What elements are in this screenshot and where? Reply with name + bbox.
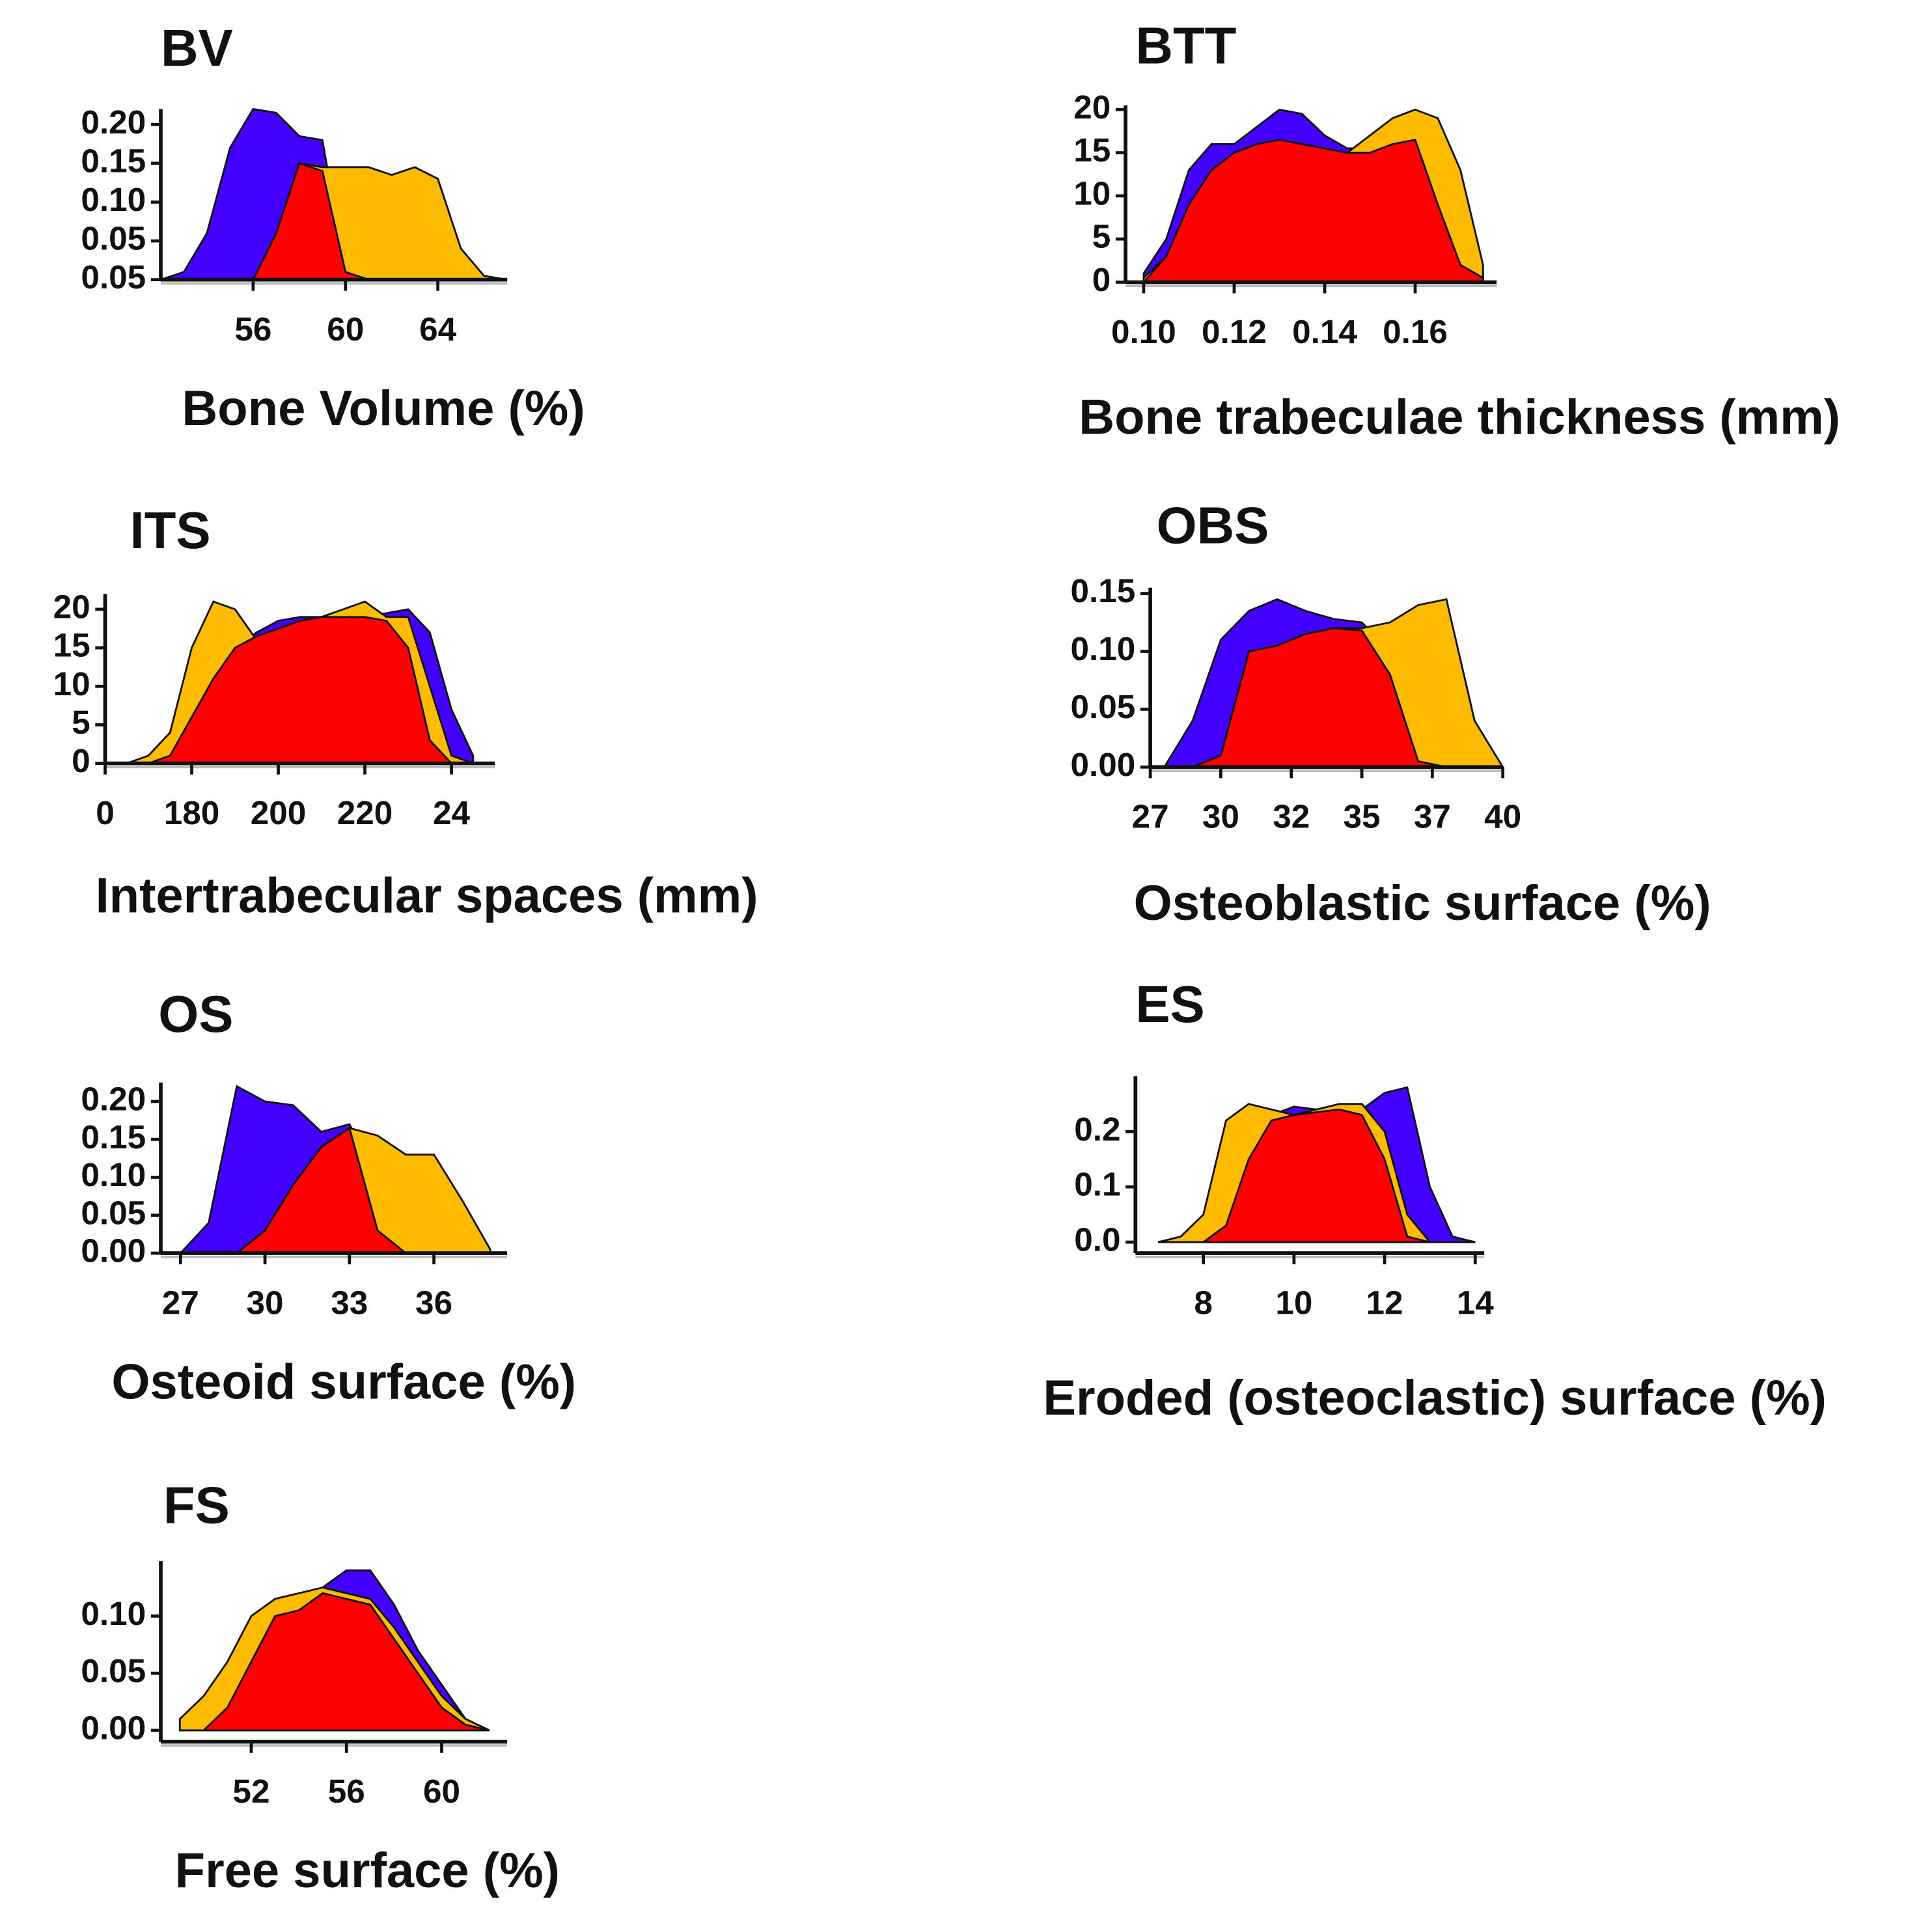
x-tick-label: 64 (419, 311, 457, 348)
y-tick-label: 15 (1073, 132, 1111, 169)
x-tick-label: 60 (327, 311, 364, 348)
y-tick-label: 0.20 (81, 1080, 146, 1117)
x-tick-label: 37 (1414, 798, 1451, 835)
x-tick-label: 0.10 (1111, 313, 1176, 350)
x-tick-label: 14 (1457, 1284, 1495, 1321)
chart-title: ES (1135, 975, 1204, 1033)
y-tick-label: 10 (53, 665, 90, 702)
y-tick-label: 20 (1073, 89, 1111, 126)
x-tick-label: 30 (247, 1284, 284, 1321)
x-axis-label: Osteoid surface (%) (111, 1354, 576, 1409)
y-tick-label: 0.2 (1074, 1111, 1120, 1148)
y-tick-label: 0.20 (81, 104, 146, 141)
y-tick-label: 0.0 (1074, 1221, 1120, 1258)
x-axis-label: Eroded (osteoclastic) surface (%) (1043, 1370, 1827, 1426)
y-tick-label: 0.00 (81, 1710, 146, 1747)
chart-title: BV (161, 19, 233, 77)
y-tick-label: 0.15 (81, 1118, 146, 1156)
x-tick-label: 10 (1275, 1284, 1312, 1321)
y-tick-label: 0.05 (81, 220, 146, 257)
x-tick-label: 36 (415, 1284, 452, 1321)
y-tick-label: 0.10 (81, 1595, 146, 1632)
y-tick-label: 5 (1092, 218, 1111, 255)
x-tick-label: 32 (1273, 798, 1310, 835)
x-tick-label: 8 (1194, 1284, 1213, 1321)
density-area (1158, 1108, 1476, 1243)
x-tick-label: 220 (337, 794, 393, 831)
x-tick-label: 0.16 (1383, 313, 1448, 350)
x-tick-label: 60 (423, 1773, 460, 1810)
y-tick-label: 0.05 (81, 258, 146, 296)
chart-title: FS (163, 1476, 230, 1534)
x-tick-label: 27 (162, 1284, 199, 1321)
x-axis-label: Osteoblastic surface (%) (1134, 876, 1711, 931)
x-axis-label: Bone trabeculae thickness (mm) (1079, 389, 1840, 445)
x-tick-label: 52 (232, 1773, 269, 1810)
x-tick-label: 30 (1202, 798, 1239, 835)
x-tick-label: 200 (251, 794, 307, 831)
y-tick-label: 0.05 (1070, 688, 1135, 725)
y-tick-label: 15 (53, 627, 90, 664)
y-tick-label: 0 (1092, 261, 1111, 298)
x-tick-label: 12 (1366, 1284, 1403, 1321)
y-tick-label: 0.05 (81, 1194, 146, 1231)
x-tick-label: 40 (1484, 798, 1521, 835)
chart-title: BTT (1135, 16, 1236, 74)
density-area (126, 616, 473, 765)
density-area (1141, 139, 1484, 283)
y-tick-label: 0.15 (81, 142, 146, 179)
x-tick-label: 33 (331, 1284, 368, 1321)
y-tick-label: 0.10 (81, 181, 146, 218)
x-tick-label: 0.12 (1202, 313, 1267, 350)
y-tick-label: 5 (72, 704, 90, 741)
x-tick-label: 24 (433, 794, 471, 831)
x-axis-label: Free surface (%) (175, 1843, 560, 1898)
y-tick-label: 0.15 (1070, 572, 1135, 609)
y-tick-label: 0.10 (1070, 630, 1135, 667)
y-tick-label: 0.10 (81, 1156, 146, 1193)
y-tick-label: 0.00 (81, 1232, 146, 1269)
x-tick-label: 180 (164, 794, 220, 831)
x-tick-label: 35 (1344, 798, 1381, 835)
x-tick-label: 56 (234, 311, 271, 348)
x-axis-label: Intertrabecular spaces (mm) (96, 868, 758, 924)
x-axis-label: Bone Volume (%) (182, 381, 585, 436)
x-tick-label: 27 (1132, 798, 1169, 835)
y-tick-label: 20 (53, 588, 90, 625)
y-tick-label: 0.05 (81, 1652, 146, 1689)
x-tick-label: 0 (96, 794, 115, 831)
chart-title: OS (158, 985, 233, 1043)
y-tick-label: 10 (1073, 174, 1111, 212)
chart-title: OBS (1157, 497, 1269, 555)
chart-title: ITS (130, 501, 211, 559)
x-tick-label: 0.14 (1292, 313, 1357, 350)
y-tick-label: 0.00 (1070, 746, 1135, 783)
density-area (180, 1592, 490, 1732)
y-tick-label: 0.1 (1074, 1166, 1120, 1203)
y-tick-label: 0 (72, 742, 90, 779)
x-tick-label: 56 (328, 1773, 365, 1810)
